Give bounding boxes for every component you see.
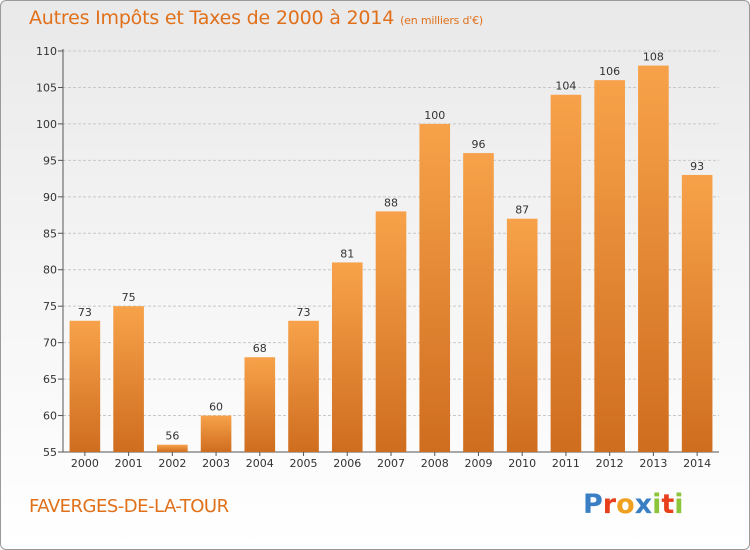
unit-label: (en milliers d'€) [400,14,483,27]
proxiti-logo[interactable]: Proxiti [583,489,684,520]
logo-letter: P [583,489,603,520]
x-tick-label: 2005 [290,457,318,470]
x-tick-label: 2009 [464,457,492,470]
y-tick-label: 85 [43,227,57,240]
x-tick-label: 2010 [508,457,536,470]
logo-letter: o [616,489,635,520]
data-label-2013: 108 [643,51,664,64]
bar-2013 [638,65,669,452]
data-label-2002: 56 [165,430,179,443]
x-tick-label: 2014 [683,457,711,470]
bar-2010 [506,218,538,452]
bar-2001 [113,306,144,452]
bar-2008 [419,123,451,452]
bar-2007 [375,211,407,452]
bars [69,65,713,453]
y-tick-label: 90 [43,191,57,204]
x-tick-label: 2001 [115,457,143,470]
bar-2003 [200,415,232,452]
x-tick-label: 2007 [377,457,405,470]
bar-2002 [157,444,188,452]
x-tick-label: 2002 [158,457,186,470]
data-label-2003: 60 [209,401,223,414]
y-tick-label: 95 [43,154,57,167]
logo-letter: t [661,489,675,520]
data-label-2010: 87 [515,204,529,217]
data-label-2007: 88 [384,196,398,209]
logo-letter: i [674,489,684,520]
y-tick-label: 105 [36,81,57,94]
bar-2009 [463,153,494,452]
data-label-2000: 73 [78,306,92,319]
data-labels: 73 75 56 60 68 73 81 88 100 96 87 104 106 108 93 [78,51,704,443]
bar-2011 [550,94,582,452]
chart-title: Autres Impôts et Taxes de 2000 à 2014 (en… [29,7,483,29]
y-tick-label: 70 [43,337,57,350]
y-tick-label: 65 [43,373,57,386]
bar-2012 [594,80,625,452]
y-tick-label: 110 [36,45,57,58]
x-tick-label: 2008 [421,457,449,470]
data-label-2009: 96 [471,138,485,151]
x-tick-label: 2000 [71,457,99,470]
data-label-2006: 81 [340,247,354,260]
tick-labels: 55 60 65 70 75 80 85 90 95 100 105 110 2000 2001 2002 2… [36,45,711,470]
y-tick-label: 55 [43,446,57,459]
x-tick-label: 2003 [202,457,230,470]
bar-2000 [69,320,101,452]
logo-letter: i [652,489,662,520]
y-tick-label: 60 [43,410,57,423]
x-tick-label: 2013 [639,457,667,470]
logo-letter: x [634,489,653,520]
data-label-2004: 68 [253,342,267,355]
x-tick-label: 2006 [333,457,361,470]
y-tick-label: 100 [36,118,57,131]
bar-2005 [288,320,319,452]
logo-letter: r [602,489,617,520]
y-tick-label: 75 [43,300,57,313]
data-label-2012: 106 [599,65,620,78]
bar-2014 [681,174,713,453]
y-tick-label: 80 [43,264,57,277]
location-name: FAVERGES-DE-LA-TOUR [29,496,229,517]
x-tick-label: 2004 [246,457,274,470]
x-tick-label: 2011 [552,457,580,470]
bar-2006 [331,262,363,452]
title-text: Autres Impôts et Taxes de 2000 à 2014 [29,7,395,29]
data-label-2008: 100 [424,109,445,122]
data-label-2005: 73 [297,306,311,319]
data-label-2001: 75 [122,291,136,304]
data-label-2011: 104 [555,80,576,93]
data-label-2014: 93 [690,160,704,173]
bar-2004 [244,357,276,452]
x-tick-label: 2012 [596,457,624,470]
